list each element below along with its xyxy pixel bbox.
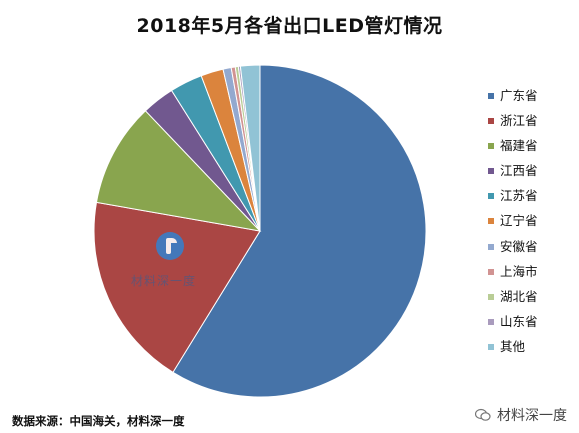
legend-swatch (488, 243, 494, 250)
legend-label: 湖北省 (500, 288, 538, 304)
legend-swatch (488, 193, 494, 200)
pie-slice (172, 64, 427, 398)
legend-label: 其他 (500, 338, 526, 354)
legend-swatch (488, 218, 494, 225)
legend-label: 福建省 (500, 138, 538, 154)
legend-swatch (488, 268, 494, 275)
legend-label: 辽宁省 (500, 213, 538, 229)
legend-swatch (488, 93, 494, 99)
legend-swatch (488, 318, 494, 325)
legend-swatch (488, 168, 494, 175)
legend-swatch (488, 143, 494, 150)
legend-label: 江西省 (500, 163, 538, 179)
legend-swatch (488, 343, 494, 350)
pie-slice (95, 110, 262, 232)
corner-watermark-text: 材料深一度 (497, 408, 567, 424)
wechat-icon (475, 408, 491, 421)
pie-slice (239, 64, 261, 232)
corner-watermark: 材料深一度 (475, 405, 567, 425)
chart-title: 2018年5月各省出口LED管灯情况 (136, 15, 443, 37)
legend-label: 山东省 (500, 313, 538, 329)
legend-label: 江苏省 (500, 188, 538, 204)
legend-label: 浙江省 (500, 113, 538, 129)
legend-swatch (488, 293, 494, 300)
legend-label: 广东省 (500, 88, 538, 103)
legend-label: 上海市 (500, 263, 538, 279)
legend-swatch (488, 118, 494, 125)
pie-slice (93, 201, 261, 374)
source-note: 数据来源：中国海关，材料深一度 (12, 414, 185, 428)
legend-label: 安徽省 (500, 238, 538, 254)
